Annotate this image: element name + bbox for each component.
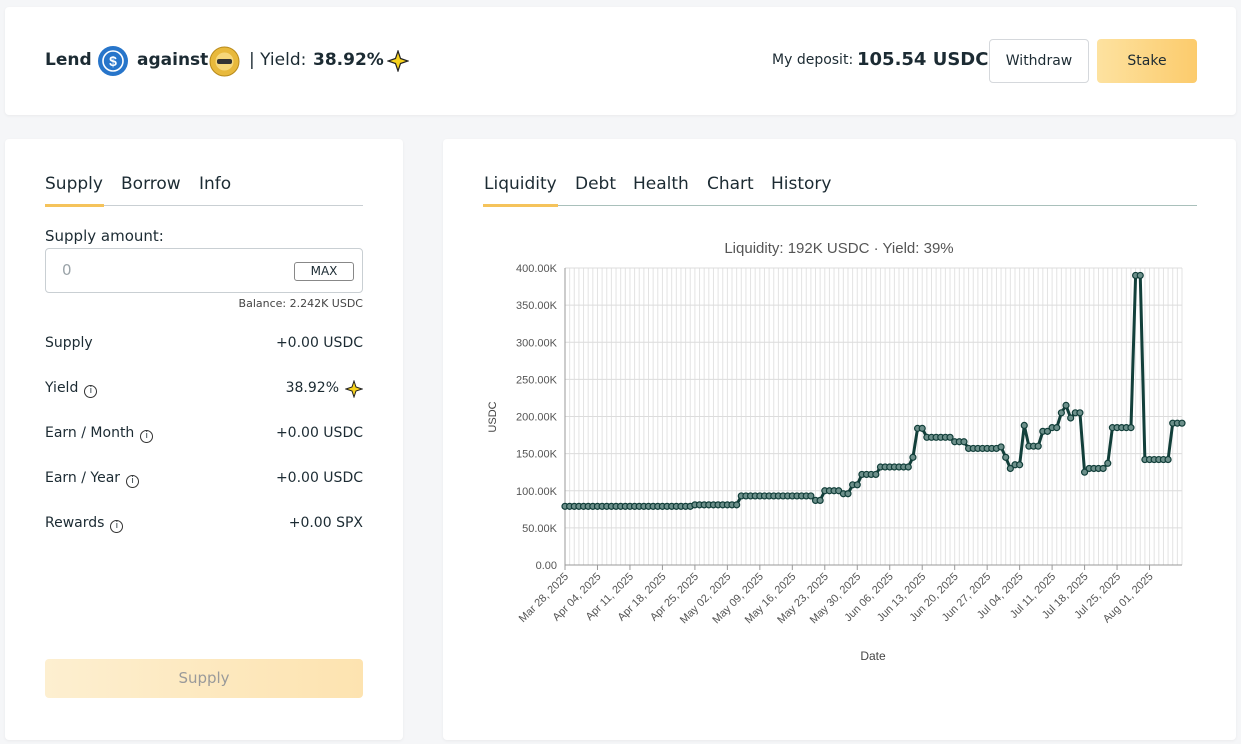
chart-card xyxy=(443,139,1236,740)
tab[interactable]: Supply xyxy=(45,174,103,194)
info-row: Rewards i +0.00 SPX xyxy=(45,515,363,535)
x-axis-label: Date xyxy=(860,649,886,663)
tab[interactable]: History xyxy=(771,174,832,194)
data-point xyxy=(1178,419,1186,427)
usdc-icon: $ xyxy=(98,46,128,76)
data-point xyxy=(1043,427,1052,435)
stake-button[interactable]: Stake xyxy=(1097,39,1197,83)
row-label: Yield xyxy=(45,380,79,396)
info-icon[interactable]: i xyxy=(126,475,140,488)
info-row: Earn / Year i +0.00 USDC xyxy=(45,470,363,490)
supply-button[interactable]: Supply xyxy=(45,659,363,698)
yield-value: 38.92% xyxy=(313,50,384,70)
data-point xyxy=(997,443,1005,451)
yield-label: | Yield: xyxy=(249,50,307,70)
amount-input[interactable] xyxy=(45,248,363,293)
supply-amount-label: Supply amount: xyxy=(45,227,164,245)
tab-rule xyxy=(45,205,363,206)
data-point xyxy=(1099,464,1107,473)
data-point xyxy=(1104,459,1112,467)
row-label: Earn / Month xyxy=(45,425,135,441)
data-point xyxy=(872,470,880,479)
deposit-label: My deposit: xyxy=(772,52,854,68)
row-value: 38.92% xyxy=(285,380,339,396)
data-point xyxy=(1067,414,1075,422)
data-point xyxy=(1127,424,1135,432)
sparkle-icon xyxy=(387,50,409,72)
data-point xyxy=(946,433,954,441)
deposit-value: 105.54 USDC xyxy=(857,49,989,70)
sparkle-icon xyxy=(345,380,363,398)
row-label: Earn / Year xyxy=(45,470,121,486)
row-value: +0.00 USDC xyxy=(275,425,363,441)
info-row: Supply +0.00 USDC xyxy=(45,335,363,355)
chart: Liquidity: 192K USDC · Yield: 39% Date U… xyxy=(487,240,1186,663)
tab[interactable]: Liquidity xyxy=(484,174,557,194)
svg-text:$: $ xyxy=(109,53,117,69)
tab-underline xyxy=(483,204,558,207)
data-point xyxy=(1002,453,1010,461)
info-row: Earn / Month i +0.00 USDC xyxy=(45,425,363,445)
info-icon[interactable]: i xyxy=(84,385,98,398)
data-point xyxy=(733,501,741,509)
data-point xyxy=(844,490,852,498)
chart-title: Liquidity: 192K USDC · Yield: 39% xyxy=(724,240,953,257)
info-row: Yield i 38.92% xyxy=(45,380,363,400)
max-button[interactable]: MAX xyxy=(294,262,354,281)
data-point xyxy=(909,453,917,461)
tab[interactable]: Borrow xyxy=(121,174,181,194)
y-tick-label: 250.00K xyxy=(516,374,558,386)
y-tick-label: 50.00K xyxy=(522,523,558,535)
data-point xyxy=(1020,421,1028,430)
row-value: +0.00 USDC xyxy=(275,470,363,486)
y-tick-label: 400.00K xyxy=(516,263,558,275)
data-point xyxy=(1016,461,1024,469)
data-point xyxy=(1136,271,1144,280)
data-point xyxy=(1057,409,1065,417)
data-point xyxy=(1034,442,1042,450)
row-label: Supply xyxy=(45,335,93,351)
supply-card xyxy=(5,139,403,740)
info-icon[interactable]: i xyxy=(110,520,124,533)
y-tick-label: 100.00K xyxy=(516,486,558,498)
data-point xyxy=(1006,464,1014,473)
against-label: against xyxy=(137,50,209,70)
y-tick-label: 0.00 xyxy=(536,560,557,572)
data-point xyxy=(807,492,815,500)
y-tick-label: 350.00K xyxy=(516,300,558,312)
data-point xyxy=(816,496,824,505)
input-placeholder: 0 xyxy=(62,261,72,279)
tab[interactable]: Chart xyxy=(707,174,754,194)
data-point xyxy=(1053,424,1061,432)
withdraw-button[interactable]: Withdraw xyxy=(989,39,1089,83)
data-point xyxy=(1062,401,1070,409)
tab[interactable]: Info xyxy=(199,174,232,194)
row-label: Rewards xyxy=(45,515,105,531)
data-point xyxy=(904,463,912,471)
row-value: +0.00 SPX xyxy=(288,515,363,531)
info-icon[interactable]: i xyxy=(140,430,154,443)
row-value: +0.00 USDC xyxy=(275,335,363,351)
y-axis-label: USDC xyxy=(487,401,499,432)
balance: Balance: 2.242K USDC xyxy=(238,297,363,310)
tab[interactable]: Debt xyxy=(575,174,617,194)
data-point xyxy=(1080,468,1089,476)
lend-label: Lend xyxy=(45,50,92,70)
data-point xyxy=(1076,409,1084,417)
tab-rule xyxy=(483,205,1197,206)
data-point xyxy=(960,438,968,446)
data-point xyxy=(853,481,861,489)
data-point xyxy=(918,424,926,432)
y-tick-label: 200.00K xyxy=(516,412,558,424)
tab-underline xyxy=(45,204,104,207)
data-point xyxy=(1164,455,1172,464)
collateral-icon xyxy=(209,46,240,77)
y-tick-label: 150.00K xyxy=(516,449,558,461)
y-tick-label: 300.00K xyxy=(516,337,558,349)
tab[interactable]: Health xyxy=(633,174,689,194)
